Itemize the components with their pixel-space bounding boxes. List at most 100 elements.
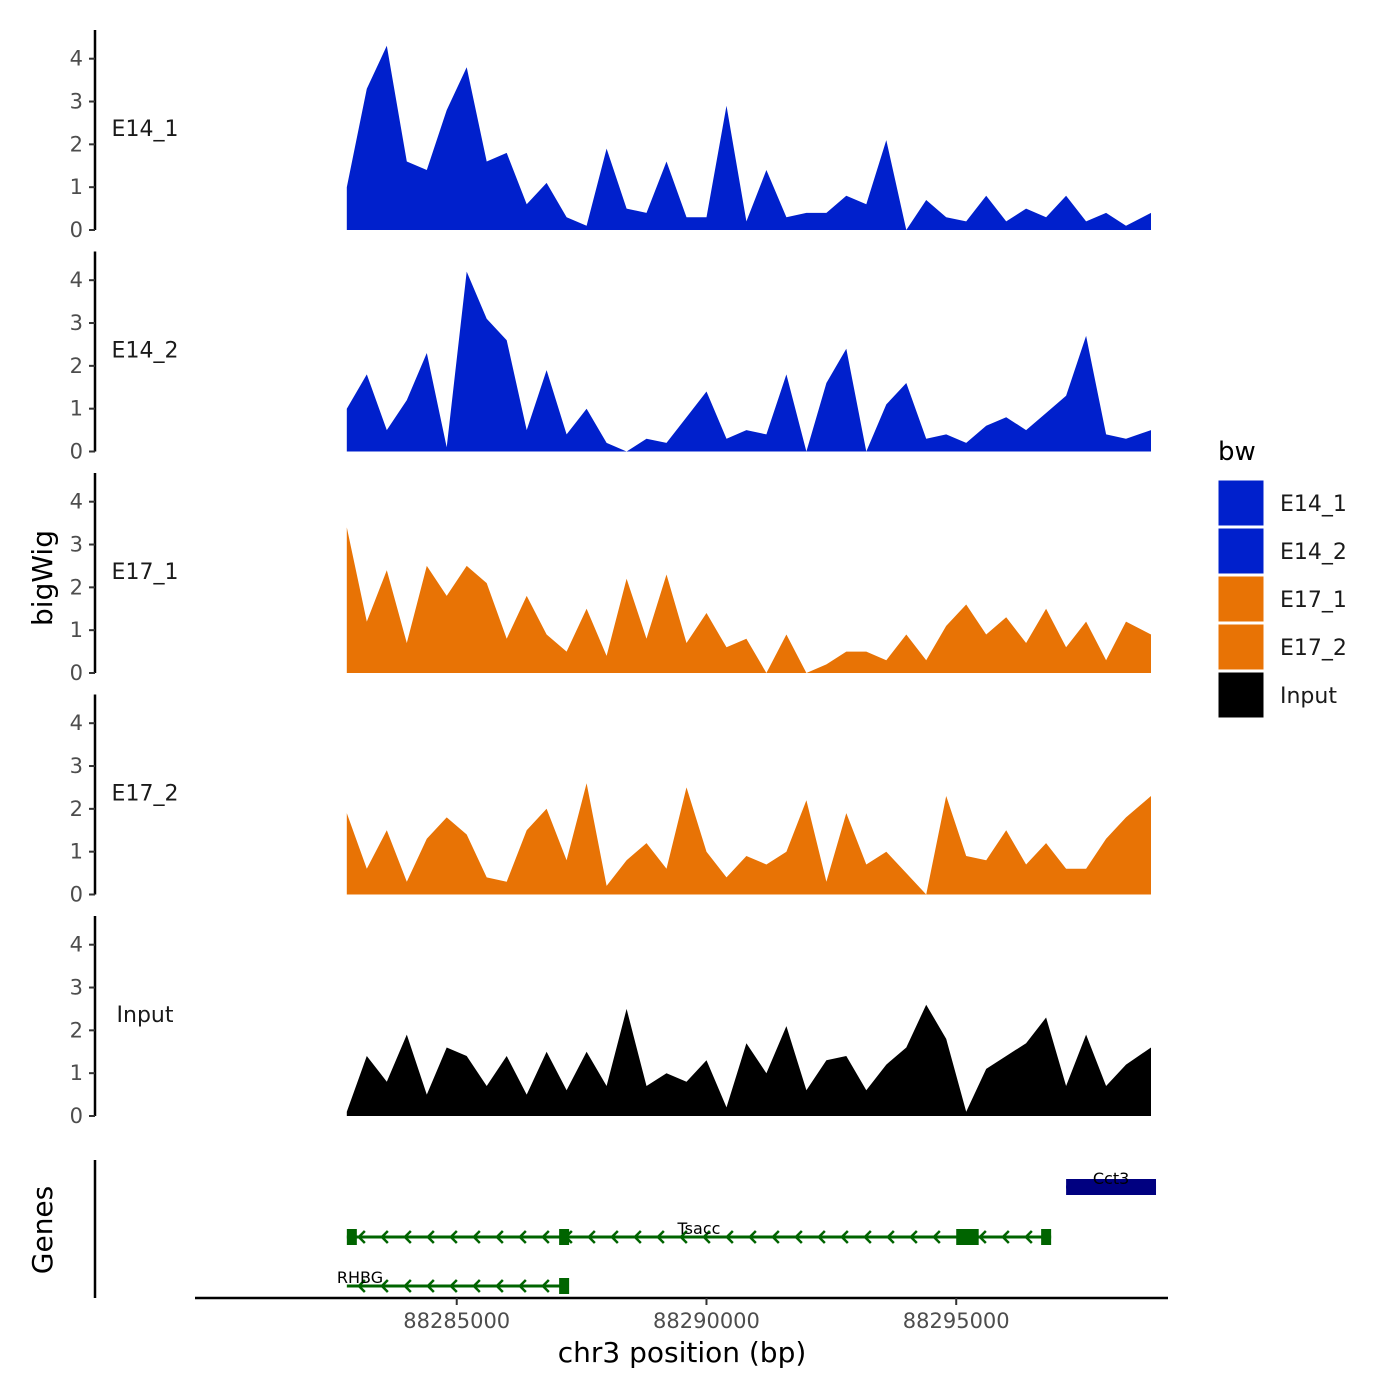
y-tick-label: 2 xyxy=(70,1018,83,1042)
strand-arrow xyxy=(495,1230,504,1244)
strand-arrow xyxy=(886,1230,895,1244)
exon-rhbg xyxy=(559,1278,570,1294)
y-tick-label: 3 xyxy=(70,311,83,335)
strand-arrow xyxy=(1001,1230,1010,1244)
strand-arrow xyxy=(748,1230,757,1244)
area-e17-1 xyxy=(346,527,1151,673)
strand-arrow xyxy=(518,1230,527,1244)
y-tick-label: 0 xyxy=(70,1104,83,1128)
strand-arrow xyxy=(679,1230,688,1244)
legend-label-input: Input xyxy=(1280,684,1337,709)
strand-arrow xyxy=(909,1230,918,1244)
strand-arrow xyxy=(426,1230,435,1244)
y-tick-label: 1 xyxy=(70,175,83,199)
gene-label-rhbg: RHBG xyxy=(337,1268,383,1287)
track-input: 0 1 2 3 4 Input xyxy=(70,916,1152,1128)
exon-tsacc xyxy=(956,1229,979,1245)
y-tick-label: 4 xyxy=(70,490,83,514)
y-tick-label: 1 xyxy=(70,840,83,864)
y-tick-label: 3 xyxy=(70,533,83,557)
strand-arrow xyxy=(403,1279,412,1293)
y-tick-label: 0 xyxy=(70,440,83,464)
gene-tsacc: Tsacc xyxy=(346,1219,1052,1245)
y-tick-label: 1 xyxy=(70,618,83,642)
strand-arrow xyxy=(495,1279,504,1293)
gene-label-cct3: Cct3 xyxy=(1093,1169,1129,1188)
strand-arrow xyxy=(403,1230,412,1244)
strand-arrow xyxy=(702,1230,711,1244)
strand-arrow xyxy=(426,1279,435,1293)
y-tick-label: 2 xyxy=(70,354,83,378)
area-e14-2 xyxy=(346,271,1151,452)
x-axis-title: chr3 position (bp) xyxy=(558,1336,807,1369)
exon-tsacc xyxy=(346,1229,357,1245)
legend-swatch-e14-1 xyxy=(1217,479,1265,527)
y-tick-label: 4 xyxy=(70,933,83,957)
strand-arrow xyxy=(610,1230,619,1244)
y-tick-label: 3 xyxy=(70,976,83,1000)
strand-arrow xyxy=(840,1230,849,1244)
exon-cct3 xyxy=(1066,1179,1157,1195)
y-tick-label: 0 xyxy=(70,883,83,907)
strand-arrow xyxy=(817,1230,826,1244)
strand-arrow xyxy=(587,1230,596,1244)
strand-arrow xyxy=(357,1230,366,1244)
strand-arrow xyxy=(1024,1230,1033,1244)
track-e14-2: 0 1 2 3 4 E14_2 xyxy=(70,251,1152,464)
y-tick-label: 2 xyxy=(70,132,83,156)
track-label-e14-1: E14_1 xyxy=(112,117,179,142)
legend-label-e17-1: E17_1 xyxy=(1280,588,1347,613)
exon-tsacc xyxy=(559,1229,570,1245)
x-tick-label: 88295000 xyxy=(903,1309,1010,1333)
strand-arrow xyxy=(771,1230,780,1244)
y-tick-label: 2 xyxy=(70,797,83,821)
legend-title: bw xyxy=(1218,437,1256,467)
x-tick-label: 88290000 xyxy=(653,1309,760,1333)
track-e14-1: 0 1 2 3 4 E14_1 xyxy=(70,30,1152,242)
y-tick-label: 4 xyxy=(70,47,83,71)
x-tick-label: 88285000 xyxy=(403,1309,510,1333)
gene-track: Cct3 Tsacc RHBG xyxy=(93,1160,1157,1298)
legend-label-e14-1: E14_1 xyxy=(1280,492,1347,517)
exon-tsacc xyxy=(1041,1229,1052,1245)
y-axis-title: bigWig xyxy=(26,530,59,626)
legend-label-e14-2: E14_2 xyxy=(1280,540,1347,565)
strand-arrow xyxy=(449,1279,458,1293)
strand-arrow xyxy=(518,1279,527,1293)
y-tick-label: 1 xyxy=(70,397,83,421)
track-label-input: Input xyxy=(117,1003,174,1028)
track-label-e14-2: E14_2 xyxy=(112,338,179,363)
gene-rhbg: RHBG xyxy=(337,1268,570,1294)
strand-arrow xyxy=(541,1230,550,1244)
strand-arrow xyxy=(472,1279,481,1293)
y-tick-label: 3 xyxy=(70,90,83,114)
strand-arrow xyxy=(472,1230,481,1244)
gene-label-tsacc: Tsacc xyxy=(677,1219,721,1238)
track-e17-1: 0 1 2 3 4 E17_1 xyxy=(70,473,1152,685)
y-tick-label: 0 xyxy=(70,218,83,242)
strand-arrow xyxy=(978,1230,987,1244)
legend-swatch-e14-2 xyxy=(1217,527,1265,575)
genes-axis-title: Genes xyxy=(26,1186,59,1274)
track-e17-2: 0 1 2 3 4 E17_2 xyxy=(70,694,1152,907)
area-input xyxy=(346,1004,1151,1116)
strand-arrow xyxy=(932,1230,941,1244)
strand-arrow xyxy=(541,1279,550,1293)
legend-swatch-input xyxy=(1217,671,1265,719)
coverage-tracks: 0 1 2 3 4 E14_1 0 1 2 3 4 E14_2 0 1 2 3 4 E17_1 0 1 2 3 4 E17_2… xyxy=(70,30,1152,1128)
y-tick-label: 1 xyxy=(70,1061,83,1085)
strand-arrow xyxy=(380,1230,389,1244)
y-tick-label: 2 xyxy=(70,575,83,599)
y-tick-label: 4 xyxy=(70,711,83,735)
strand-arrow xyxy=(357,1279,366,1293)
legend-swatch-e17-2 xyxy=(1217,623,1265,671)
legend: bw E14_1 E14_2 E17_1 E17_2 Input xyxy=(1217,437,1347,719)
area-e14-1 xyxy=(346,45,1151,230)
strand-arrow xyxy=(449,1230,458,1244)
strand-arrow xyxy=(863,1230,872,1244)
track-label-e17-2: E17_2 xyxy=(112,781,179,806)
strand-arrow xyxy=(794,1230,803,1244)
strand-arrow xyxy=(656,1230,665,1244)
area-e17-2 xyxy=(346,783,1151,895)
